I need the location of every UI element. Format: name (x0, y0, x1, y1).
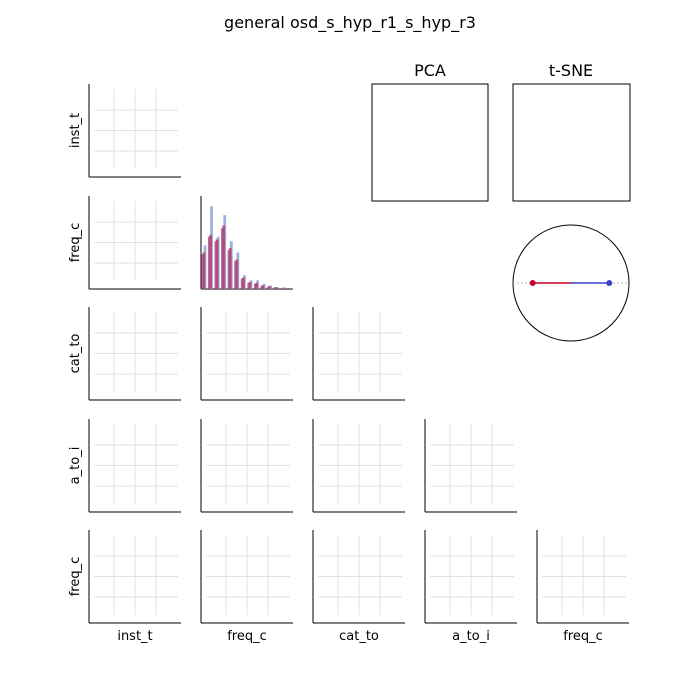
x-axis-label: cat_to (339, 629, 379, 644)
x-axis-label: freq_c (563, 629, 603, 644)
y-axis-label: freq_c (68, 557, 83, 597)
panel-4-0 (88, 530, 181, 624)
pca-panel (371, 83, 489, 202)
panel-0-0 (88, 84, 181, 178)
pca-title: PCA (414, 61, 446, 80)
panel-4-2 (312, 530, 405, 624)
diagonal-histogram (201, 206, 292, 289)
panel-4-4 (536, 530, 629, 624)
panel-3-1 (200, 419, 293, 513)
circle-diagram (512, 224, 630, 342)
histogram-bar (207, 236, 211, 289)
x-axis-label: inst_t (117, 629, 152, 644)
histogram-bar (221, 228, 224, 289)
x-axis-label: a_to_i (452, 629, 490, 644)
tsne-panel (512, 83, 631, 202)
x-axis-label: freq_c (227, 629, 267, 644)
panel-3-0 (88, 419, 181, 513)
histogram-bar (273, 287, 277, 289)
histogram-bar (267, 286, 270, 289)
panel-3-3 (424, 419, 517, 513)
panel-2-2 (312, 307, 405, 401)
panel-3-2 (312, 419, 405, 513)
vector-point (606, 280, 613, 286)
panel-4-1 (200, 530, 293, 624)
y-axis-label: cat_to (68, 334, 83, 374)
y-axis-label: a_to_i (68, 447, 83, 485)
x-axis-labels: inst_t freq_c cat_to a_to_i freq_c (117, 629, 602, 644)
scatter-panels (88, 84, 629, 624)
histogram-bar (247, 282, 251, 289)
y-axis-labels: inst_t freq_c cat_to a_to_i freq_c (68, 113, 83, 596)
panel-1-0 (88, 196, 181, 290)
histogram-bar (227, 249, 231, 289)
histogram-bar (201, 254, 205, 289)
histogram-bar (286, 288, 290, 289)
chart-title: general osd_s_hyp_r1_s_hyp_r3 (224, 13, 476, 33)
tsne-title: t-SNE (549, 61, 593, 80)
panel-2-0 (88, 307, 181, 401)
histogram-bar (260, 285, 264, 289)
vector-point (529, 280, 536, 286)
y-axis-label: freq_c (68, 223, 83, 263)
y-axis-label: inst_t (68, 113, 83, 148)
histogram-bar (253, 283, 257, 289)
histogram-bar (234, 261, 237, 289)
histogram-bar (214, 241, 218, 289)
panel-2-1 (200, 307, 293, 401)
histogram-bar (240, 278, 244, 289)
histogram-bar (280, 288, 283, 289)
panel-4-3 (424, 530, 517, 624)
